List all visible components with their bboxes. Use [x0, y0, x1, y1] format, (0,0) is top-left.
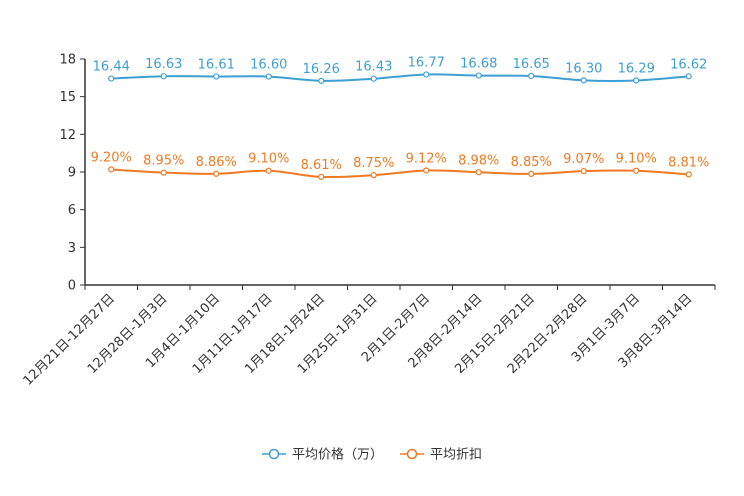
data-label: 16.63	[145, 57, 182, 72]
data-point[interactable]	[213, 170, 220, 177]
data-label: 8.81%	[668, 155, 709, 170]
data-label: 16.77	[408, 55, 445, 70]
data-label: 8.98%	[458, 153, 499, 168]
data-label: 9.10%	[616, 152, 657, 167]
y-tick-label: 6	[68, 203, 76, 218]
data-label: 9.07%	[563, 152, 604, 167]
data-point[interactable]	[370, 172, 377, 179]
series-layer: 16.44 16.63 16.61 16.60 16.26 16.43 16.77 16.68…	[91, 55, 709, 180]
y-tick-label: 3	[68, 241, 76, 256]
data-point[interactable]	[633, 77, 640, 84]
legend-item-2[interactable]: 平均折扣	[400, 448, 482, 463]
data-label: 9.12%	[406, 151, 447, 166]
y-axis-ticks: 0 3 6 9 12 15 18	[59, 53, 85, 294]
data-label: 8.86%	[196, 155, 237, 170]
data-label: 16.68	[460, 57, 497, 72]
data-point[interactable]	[318, 173, 325, 180]
data-label: 16.62	[670, 57, 707, 72]
y-tick-label: 15	[59, 90, 76, 105]
data-point[interactable]	[633, 167, 640, 174]
data-point[interactable]	[685, 73, 692, 80]
series-1: 16.44 16.63 16.61 16.60 16.26 16.43 16.77 16.68…	[93, 55, 707, 84]
series-1-line	[111, 73, 689, 82]
data-point[interactable]	[318, 77, 325, 84]
data-point[interactable]	[265, 73, 272, 80]
data-point[interactable]	[213, 73, 220, 80]
data-point[interactable]	[423, 71, 430, 78]
y-tick-label: 12	[59, 128, 76, 143]
data-label: 16.30	[565, 61, 602, 76]
x-axis-ticks: 12月21日-12月27日12月28日-1月3日1月4日-1月10日1月11日-…	[21, 285, 716, 389]
legend-marker-1	[268, 448, 280, 460]
data-label: 16.60	[250, 58, 287, 73]
data-label: 16.65	[513, 57, 550, 72]
data-point[interactable]	[108, 166, 115, 173]
data-point[interactable]	[423, 167, 430, 174]
data-label: 16.44	[93, 60, 130, 75]
data-point[interactable]	[108, 75, 115, 82]
data-label: 8.85%	[511, 155, 552, 170]
data-point[interactable]	[475, 169, 482, 176]
y-tick-label: 9	[68, 166, 76, 181]
data-point[interactable]	[160, 73, 167, 80]
data-point[interactable]	[370, 75, 377, 82]
data-point[interactable]	[528, 72, 535, 80]
data-label: 16.29	[618, 61, 655, 76]
data-point[interactable]	[580, 77, 587, 84]
series-2-line	[111, 168, 689, 179]
data-point[interactable]	[580, 168, 587, 175]
data-label: 8.75%	[353, 156, 394, 171]
data-label: 9.10%	[248, 152, 289, 167]
data-point[interactable]	[475, 72, 482, 79]
data-label: 16.26	[303, 62, 340, 77]
data-label: 16.43	[355, 60, 392, 75]
data-label: 8.61%	[301, 158, 342, 173]
y-tick-label: 0	[68, 279, 76, 294]
data-label: 9.20%	[91, 150, 132, 165]
data-point[interactable]	[265, 167, 272, 174]
data-point[interactable]	[685, 171, 692, 178]
series-2: 9.20% 8.95% 8.86% 9.10% 8.61% 8.75% 9.12% 8.98%…	[91, 150, 709, 180]
legend-marker-2	[406, 448, 418, 460]
data-label: 16.61	[198, 57, 235, 72]
legend[interactable]: 平均价格（万） 平均折扣	[262, 447, 482, 463]
legend-label-1: 平均价格（万）	[292, 447, 383, 463]
x-tick-label: 12月21日-12月27日	[21, 291, 118, 388]
legend-label-2: 平均折扣	[430, 448, 482, 463]
y-tick-label: 18	[59, 53, 76, 68]
legend-item-1[interactable]: 平均价格（万）	[262, 447, 383, 463]
data-point[interactable]	[160, 169, 167, 176]
data-label: 8.95%	[143, 154, 184, 169]
data-point[interactable]	[528, 170, 535, 177]
